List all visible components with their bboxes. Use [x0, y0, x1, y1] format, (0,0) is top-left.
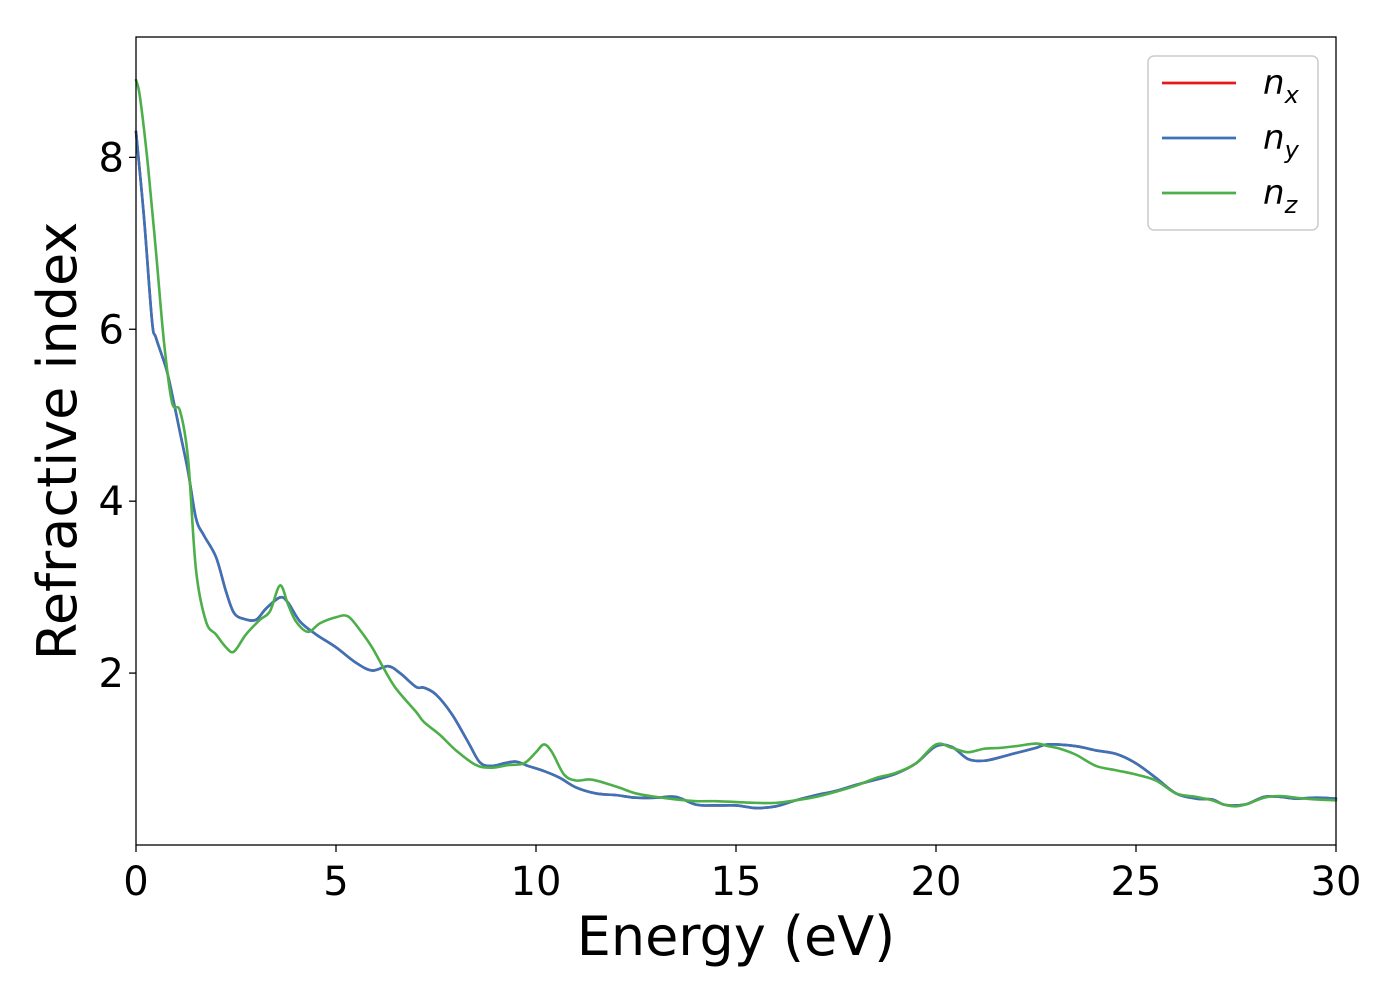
- x-tick-label: 20: [911, 859, 962, 905]
- legend-box: [1147, 55, 1319, 231]
- series-line-z: [134, 78, 1338, 808]
- plot-lines: [134, 78, 1338, 810]
- x-tick-label: 10: [511, 859, 562, 905]
- x-axis-label: Energy (eV): [577, 905, 896, 968]
- x-tick-label: 0: [123, 859, 148, 905]
- x-tick-label: 15: [711, 859, 762, 905]
- y-tick-label: 2: [99, 651, 124, 697]
- x-tick-label: 5: [323, 859, 348, 905]
- x-tick-label: 30: [1311, 859, 1362, 905]
- y-tick-label: 6: [99, 307, 124, 353]
- y-axis-label: Refractive index: [26, 222, 89, 661]
- y-axis-ticks: 2 4 6 8: [99, 135, 136, 697]
- x-tick-label: 25: [1111, 859, 1162, 905]
- y-tick-label: 4: [99, 479, 124, 525]
- x-axis-ticks: 0 5 10 15 20 25 30: [123, 845, 1361, 905]
- series-line-x: [134, 130, 1338, 810]
- series-line-y: [134, 130, 1338, 810]
- y-tick-label: 8: [99, 135, 124, 181]
